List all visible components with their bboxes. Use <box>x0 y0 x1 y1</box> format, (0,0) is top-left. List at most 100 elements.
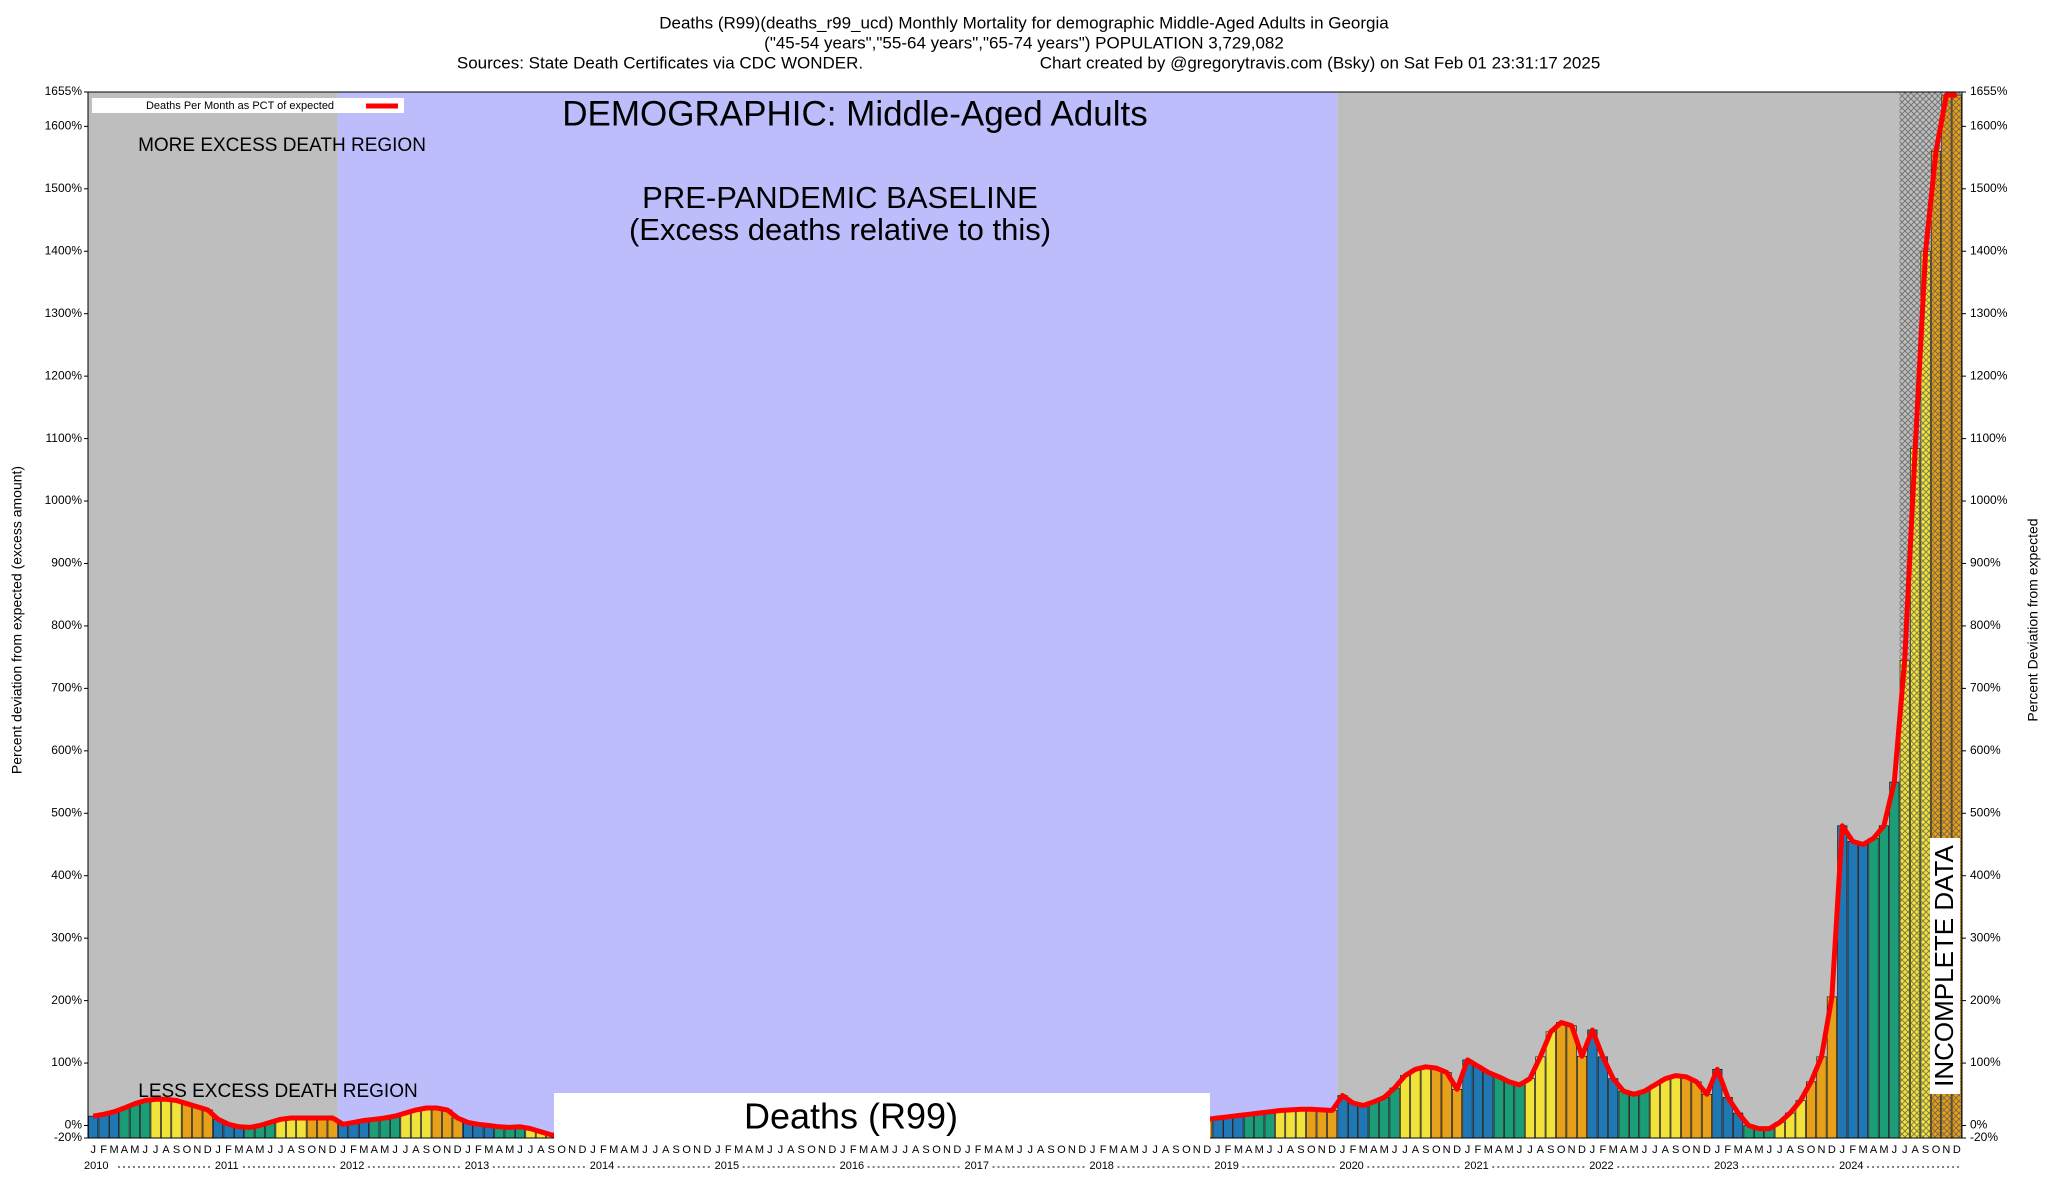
y-tick-label: 600% <box>51 743 82 757</box>
bar <box>296 1117 307 1139</box>
x-tick-label: S <box>1422 1144 1429 1156</box>
x-tick-label: D <box>1578 1144 1586 1156</box>
y-tick-label: 1100% <box>46 431 83 445</box>
bar <box>1275 1110 1286 1139</box>
y-tick-label: 1000% <box>45 493 83 507</box>
chart-credit: Chart created by @gregorytravis.com (Bsk… <box>1040 53 1601 72</box>
x-tick-label: J <box>1402 1144 1408 1156</box>
x-tick-label: M <box>1109 1144 1118 1156</box>
bar <box>192 1106 203 1139</box>
x-tick-label: O <box>1557 1144 1566 1156</box>
x-tick-label: O <box>183 1144 192 1156</box>
x-tick-label: M <box>234 1144 243 1156</box>
bar <box>1420 1066 1431 1139</box>
x-tick-label: N <box>693 1144 701 1156</box>
x-tick-label: J <box>1465 1144 1471 1156</box>
x-tick-label: J <box>267 1144 273 1156</box>
x-tick-label: M <box>359 1144 368 1156</box>
x-tick-label: N <box>1318 1144 1326 1156</box>
bar <box>1847 841 1858 1139</box>
bar <box>1431 1067 1442 1139</box>
x-tick-label: O <box>1432 1144 1441 1156</box>
y2-tick-label: 600% <box>1970 743 2001 757</box>
legend-label: Deaths Per Month as PCT of expected <box>146 100 334 112</box>
x-tick-label: M <box>1255 1144 1264 1156</box>
bar <box>1379 1097 1390 1139</box>
x-tick-label: N <box>318 1144 326 1156</box>
bar <box>1223 1116 1234 1139</box>
bar <box>410 1109 421 1139</box>
bar <box>109 1111 120 1139</box>
x-tick-label: S <box>423 1144 430 1156</box>
bar <box>1472 1065 1483 1139</box>
y2-tick-label: 200% <box>1970 993 2001 1007</box>
year-label: 2024 <box>1839 1160 1863 1172</box>
y-tick-label: -20% <box>54 1130 82 1144</box>
more-region-label: MORE EXCESS DEATH REGION <box>138 135 426 156</box>
x-tick-label: S <box>797 1144 804 1156</box>
x-tick-label: S <box>1297 1144 1304 1156</box>
x-tick-label: J <box>1215 1144 1221 1156</box>
x-tick-label: A <box>1620 1144 1628 1156</box>
x-tick-label: F <box>1350 1144 1357 1156</box>
x-tick-label: S <box>298 1144 305 1156</box>
x-tick-label: J <box>590 1144 596 1156</box>
x-tick-label: J <box>517 1144 523 1156</box>
x-tick-label: M <box>859 1144 868 1156</box>
bar <box>1701 1093 1712 1139</box>
x-tick-label: A <box>1162 1144 1170 1156</box>
year-label: 2017 <box>965 1160 989 1172</box>
x-tick-label: J <box>1892 1144 1898 1156</box>
y2-tick-label: -20% <box>1970 1130 1998 1144</box>
x-tick-label: N <box>193 1144 201 1156</box>
x-tick-label: M <box>1734 1144 1743 1156</box>
bar <box>1233 1115 1244 1139</box>
x-tick-label: N <box>568 1144 576 1156</box>
bar <box>286 1117 297 1139</box>
x-tick-label: J <box>278 1144 284 1156</box>
bar <box>140 1100 151 1139</box>
x-tick-label: M <box>630 1144 639 1156</box>
bar <box>1660 1078 1671 1139</box>
year-label: 2018 <box>1089 1160 1113 1172</box>
x-tick-label: J <box>392 1144 398 1156</box>
x-tick-label: M <box>755 1144 764 1156</box>
x-tick-label: M <box>1484 1144 1493 1156</box>
y2-tick-label: 1000% <box>1970 493 2008 507</box>
x-tick-label: D <box>204 1144 212 1156</box>
baseline-note: (Excess deaths relative to this) <box>629 212 1051 247</box>
bar <box>379 1117 390 1139</box>
bar <box>161 1098 172 1139</box>
x-tick-label: A <box>1870 1144 1878 1156</box>
y-tick-label: 300% <box>51 930 82 944</box>
y-axis-label: Percent deviation from expected (excess … <box>9 466 25 774</box>
cause-label: Deaths (R99) <box>744 1096 958 1137</box>
bar <box>1576 1055 1588 1139</box>
bar <box>1858 844 1869 1139</box>
x-tick-label: M <box>1234 1144 1243 1156</box>
bar <box>1285 1109 1296 1139</box>
bar <box>1504 1081 1515 1139</box>
x-tick-label: J <box>1142 1144 1148 1156</box>
y-tick-label: 1500% <box>45 181 83 195</box>
year-label: 2013 <box>465 1160 489 1172</box>
x-tick-label: M <box>1629 1144 1638 1156</box>
x-tick-label: J <box>1340 1144 1346 1156</box>
x-tick-label: D <box>454 1144 462 1156</box>
y2-tick-label: 700% <box>1970 681 2001 695</box>
bar <box>1587 1029 1598 1139</box>
y2-tick-label: 1200% <box>1970 368 2008 382</box>
x-tick-label: F <box>225 1144 232 1156</box>
x-tick-label: O <box>1932 1144 1941 1156</box>
x-tick-label: O <box>557 1144 566 1156</box>
region-early <box>88 92 338 1138</box>
bar <box>1347 1102 1358 1139</box>
bar <box>390 1115 401 1139</box>
chart-subtitle: ("45-54 years","55-64 years","65-74 year… <box>764 33 1284 52</box>
y2-tick-label: 300% <box>1970 930 2001 944</box>
y2-axis-label: Percent Deviation from expected <box>2025 518 2041 721</box>
x-tick-label: D <box>1703 1144 1711 1156</box>
incomplete-label: INCOMPLETE DATA <box>1929 844 1959 1086</box>
y-tick-label: 1200% <box>45 368 83 382</box>
x-tick-label: N <box>1443 1144 1451 1156</box>
